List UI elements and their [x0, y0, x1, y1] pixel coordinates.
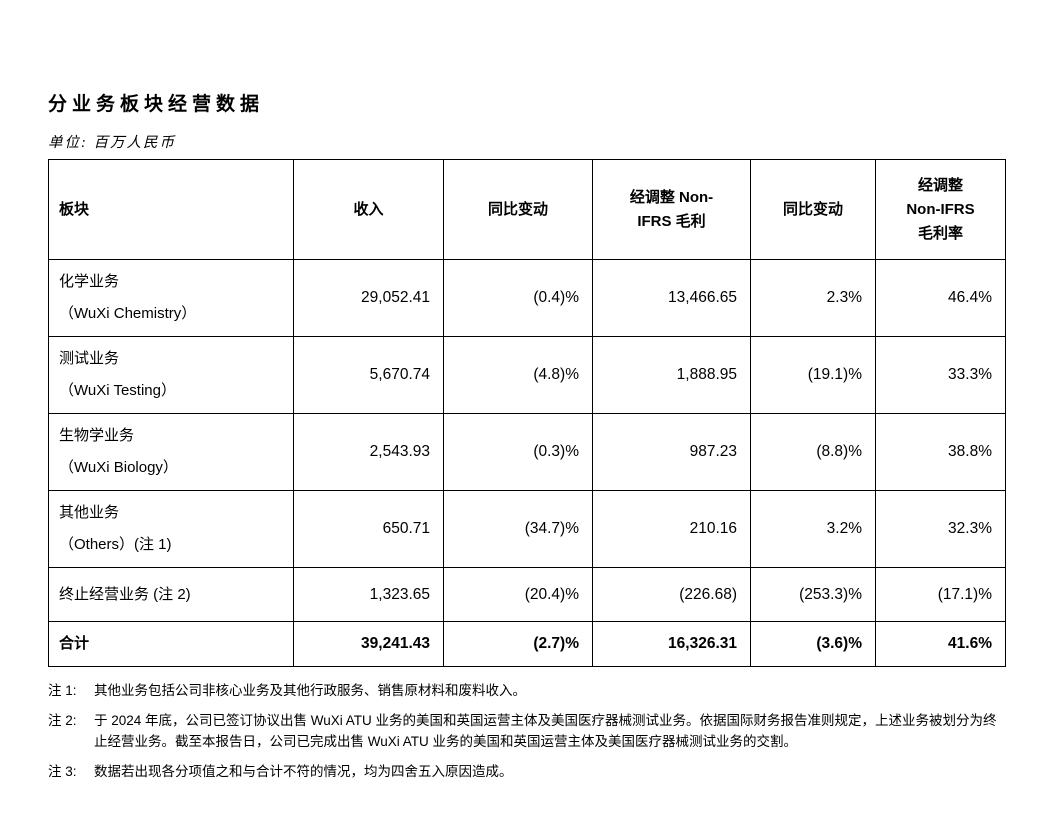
col-header-adj-gross-profit: 经调整 Non- IFRS 毛利 [592, 159, 751, 260]
gross-margin-cell: 46.4% [875, 259, 1006, 337]
footnote-text: 于 2024 年底，公司已签订协议出售 WuXi ATU 业务的美国和英国运营主… [94, 713, 997, 749]
yoy-gross-profit-cell: (19.1)% [750, 336, 876, 414]
table-row-total: 合计 39,241.43 (2.7)% 16,326.31 (3.6)% 41.… [48, 621, 1006, 667]
segment-operating-data-table: 板块 收入 同比变动 经调整 Non- IFRS 毛利 同比变动 经调整 Non… [48, 159, 1006, 667]
gross-profit-cell: (226.68) [592, 567, 751, 622]
footnote-1: 注 1: 其他业务包括公司非核心业务及其他行政服务、销售原材料和废料收入。 [48, 680, 1005, 701]
yoy-gross-profit-cell: 3.2% [750, 490, 876, 568]
segment-name-cell: 生物学业务 （WuXi Biology） [48, 413, 294, 491]
table-row-others: 其他业务 （Others）(注 1) 650.71 (34.7)% 210.16… [48, 490, 1006, 568]
yoy-gross-profit-cell: (3.6)% [750, 621, 876, 667]
yoy-gross-profit-cell: (8.8)% [750, 413, 876, 491]
yoy-revenue-cell: (4.8)% [443, 336, 593, 414]
yoy-revenue-cell: (34.7)% [443, 490, 593, 568]
footnote-label: 注 1: [48, 683, 77, 698]
total-label-cell: 合计 [48, 621, 294, 667]
col-header-revenue: 收入 [293, 159, 444, 260]
page-title: 分业务板块经营数据 [48, 94, 265, 115]
footnote-text: 其他业务包括公司非核心业务及其他行政服务、销售原材料和废料收入。 [94, 683, 526, 698]
col-header-yoy-revenue: 同比变动 [443, 159, 593, 260]
footnote-3: 注 3: 数据若出现各分项值之和与合计不符的情况，均为四舍五入原因造成。 [48, 761, 1005, 782]
yoy-gross-profit-cell: 2.3% [750, 259, 876, 337]
gross-margin-cell: 33.3% [875, 336, 1006, 414]
header-row: 板块 收入 同比变动 经调整 Non- IFRS 毛利 同比变动 经调整 Non… [48, 159, 1006, 260]
segment-name-cell: 化学业务 （WuXi Chemistry） [48, 259, 294, 337]
revenue-cell: 39,241.43 [293, 621, 444, 667]
gross-profit-cell: 16,326.31 [592, 621, 751, 667]
col-header-yoy-gross-profit: 同比变动 [750, 159, 876, 260]
table-row-biology: 生物学业务 （WuXi Biology） 2,543.93 (0.3)% 987… [48, 413, 1006, 491]
segment-name-cell: 测试业务 （WuXi Testing） [48, 336, 294, 414]
gross-margin-cell: (17.1)% [875, 567, 1006, 622]
col-header-adj-gross-margin: 经调整 Non-IFRS 毛利率 [875, 159, 1006, 260]
revenue-cell: 29,052.41 [293, 259, 444, 337]
gross-margin-cell: 32.3% [875, 490, 1006, 568]
footnote-text: 数据若出现各分项值之和与合计不符的情况，均为四舍五入原因造成。 [94, 764, 513, 779]
segment-name-cell: 其他业务 （Others）(注 1) [48, 490, 294, 568]
yoy-revenue-cell: (2.7)% [443, 621, 593, 667]
gross-profit-cell: 1,888.95 [592, 336, 751, 414]
col-header-segment: 板块 [48, 159, 294, 260]
yoy-revenue-cell: (0.4)% [443, 259, 593, 337]
yoy-gross-profit-cell: (253.3)% [750, 567, 876, 622]
footnote-2: 注 2: 于 2024 年底，公司已签订协议出售 WuXi ATU 业务的美国和… [48, 710, 1005, 752]
segment-name-cell: 终止经营业务 (注 2) [48, 567, 294, 622]
yoy-revenue-cell: (20.4)% [443, 567, 593, 622]
gross-profit-cell: 210.16 [592, 490, 751, 568]
revenue-cell: 650.71 [293, 490, 444, 568]
gross-profit-cell: 13,466.65 [592, 259, 751, 337]
table-row-testing: 测试业务 （WuXi Testing） 5,670.74 (4.8)% 1,88… [48, 336, 1006, 414]
footnote-label: 注 3: [48, 764, 77, 779]
revenue-cell: 1,323.65 [293, 567, 444, 622]
table-row-discontinued: 终止经营业务 (注 2) 1,323.65 (20.4)% (226.68) (… [48, 567, 1006, 622]
document-content: 分业务板块经营数据 单位: 百万人民币 板块 收入 同比变动 经调整 Non- … [48, 92, 1006, 791]
footnotes: 注 1: 其他业务包括公司非核心业务及其他行政服务、销售原材料和废料收入。 注 … [48, 680, 1005, 782]
gross-profit-cell: 987.23 [592, 413, 751, 491]
unit-label: 单位: 百万人民币 [48, 135, 176, 151]
gross-margin-cell: 38.8% [875, 413, 1006, 491]
revenue-cell: 5,670.74 [293, 336, 444, 414]
gross-margin-cell: 41.6% [875, 621, 1006, 667]
footnote-label: 注 2: [48, 713, 77, 728]
yoy-revenue-cell: (0.3)% [443, 413, 593, 491]
table-row-chemistry: 化学业务 （WuXi Chemistry） 29,052.41 (0.4)% 1… [48, 259, 1006, 337]
revenue-cell: 2,543.93 [293, 413, 444, 491]
